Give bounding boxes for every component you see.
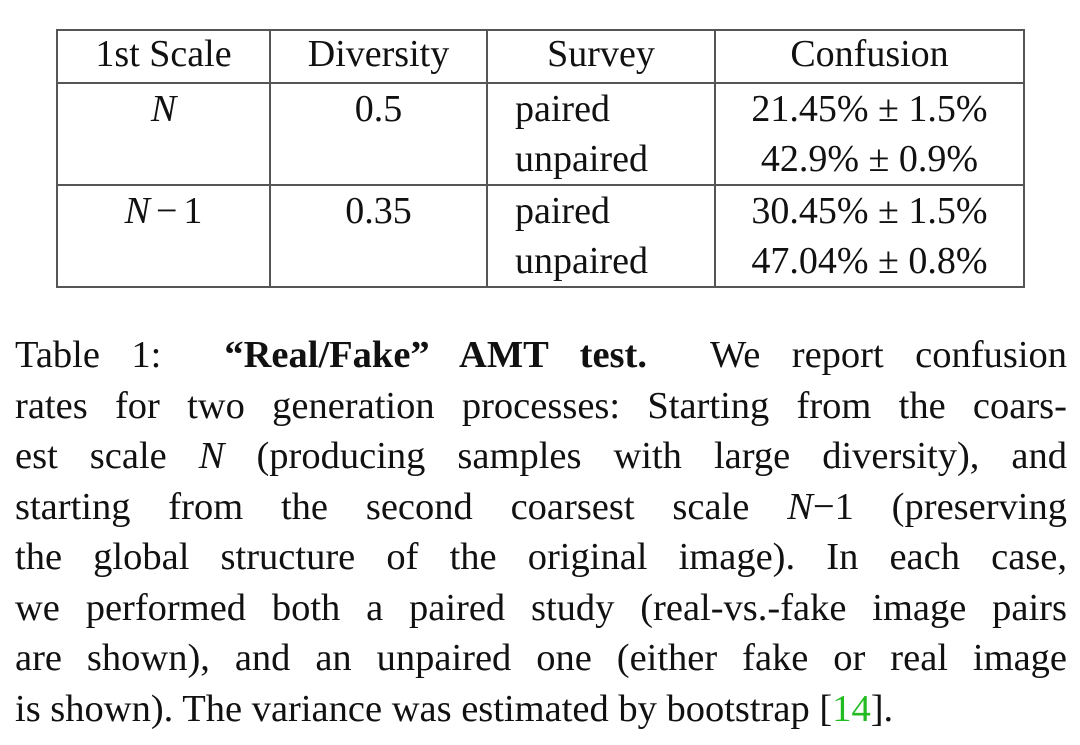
caption-line: starting from the second coarsest scale …	[15, 482, 1067, 533]
header-survey: Survey	[486, 29, 716, 84]
confusion-value: 42.9% ± 0.9%	[760, 138, 979, 180]
caption-math-variable: N	[787, 485, 813, 528]
caption-line: Table 1: “Real/Fake” AMT test. We report…	[15, 330, 1067, 381]
results-table: 1st Scale Diversity Survey Confusion N 0…	[56, 29, 1025, 288]
diversity-cell: 0.35	[269, 184, 488, 288]
header-first-scale: 1st Scale	[56, 29, 271, 84]
caption-text: ].	[870, 687, 894, 730]
confusion-cell: 21.45% ± 1.5% 42.9% ± 0.9%	[714, 82, 1025, 186]
caption-title: “Real/Fake” AMT test.	[224, 334, 647, 376]
caption-line: the global structure of the original ima…	[15, 536, 1067, 578]
caption-math-variable: N	[198, 435, 225, 477]
caption-text: is shown). The variance was estimated by…	[15, 687, 833, 730]
survey-value: unpaired	[515, 240, 648, 282]
minus-sign: −	[155, 190, 178, 232]
scale-variable: N	[150, 88, 177, 130]
caption-line: rates for two generation processes: Star…	[15, 384, 1067, 427]
scale-offset: 1	[183, 190, 203, 232]
caption-line: are shown), and an unpaired one (either …	[15, 637, 1067, 679]
table-header-row: 1st Scale Diversity Survey Confusion	[56, 29, 1025, 84]
caption-text: est scale	[15, 435, 167, 477]
caption-text: We report confusion	[709, 334, 1068, 376]
survey-cell: paired unpaired	[486, 184, 716, 288]
diversity-value: 0.5	[354, 88, 403, 130]
confusion-value: 21.45% ± 1.5%	[751, 88, 988, 130]
diversity-value: 0.35	[345, 190, 412, 232]
caption-line: is shown). The variance was estimated by…	[15, 684, 1067, 735]
first-scale-value: N	[58, 84, 269, 134]
table-caption: Table 1: “Real/Fake” AMT test. We report…	[15, 330, 1067, 734]
confusion-cell: 30.45% ± 1.5% 47.04% ± 0.8%	[714, 184, 1025, 288]
caption-math-number: 1	[834, 485, 854, 528]
survey-value: paired	[515, 88, 610, 130]
caption-text: starting from the second coarsest scale	[15, 485, 750, 528]
table-row: N 0.5 paired unpaired 21.45% ± 1.5% 42.9…	[56, 82, 1025, 186]
caption-math-minus: −	[812, 485, 835, 528]
first-scale-cell: N	[56, 82, 271, 186]
header-diversity: Diversity	[269, 29, 488, 84]
confusion-value: 30.45% ± 1.5%	[751, 190, 988, 232]
citation-link[interactable]: 14	[832, 687, 871, 730]
caption-text: (preserving	[891, 485, 1067, 528]
caption-text: (producing samples with large diversity)…	[256, 435, 1068, 477]
first-scale-cell: N −1	[56, 184, 271, 288]
survey-value: paired	[515, 190, 610, 232]
caption-line: est scale N (producing samples with larg…	[15, 431, 1067, 482]
diversity-cell: 0.5	[269, 82, 488, 186]
survey-value: unpaired	[515, 138, 648, 180]
header-confusion: Confusion	[714, 29, 1025, 84]
survey-cell: paired unpaired	[486, 82, 716, 186]
first-scale-value: N −1	[58, 186, 269, 236]
caption-label: Table 1:	[15, 334, 162, 376]
confusion-value: 47.04% ± 0.8%	[751, 240, 988, 282]
table-row: N −1 0.35 paired unpaired 30.45% ± 1.5% 4…	[56, 184, 1025, 288]
caption-line: we performed both a paired study (real-v…	[15, 586, 1067, 629]
scale-variable: N	[124, 190, 150, 232]
